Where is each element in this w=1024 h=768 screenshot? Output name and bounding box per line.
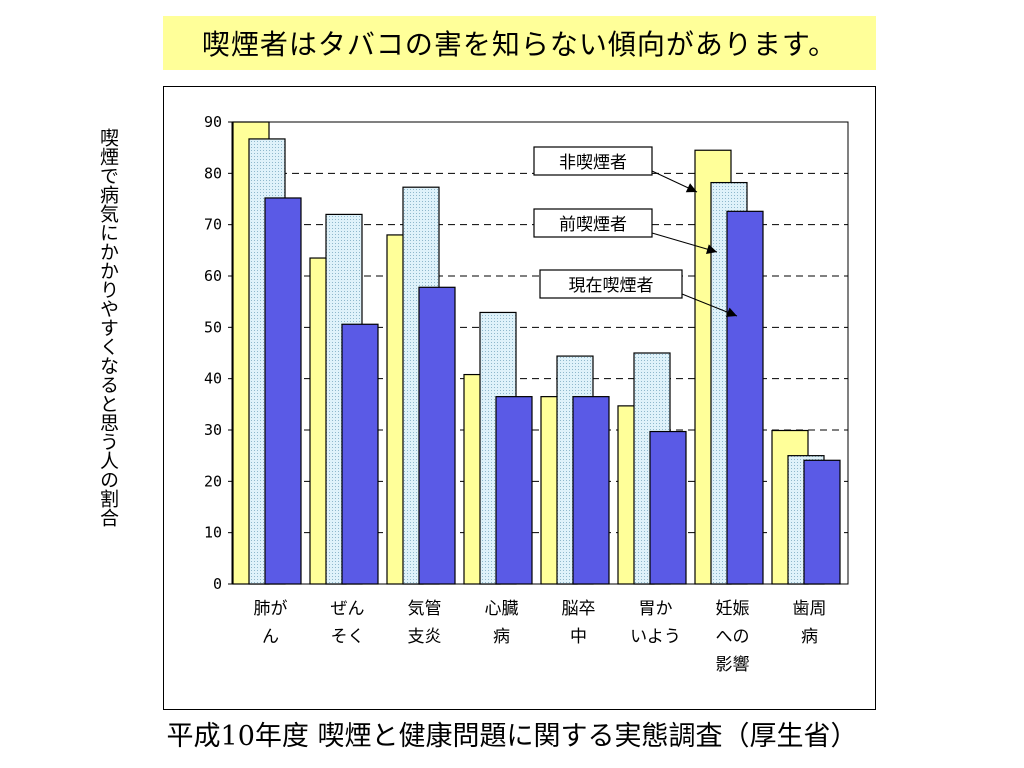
legend-box (539, 269, 683, 299)
x-category-label: ん (262, 627, 279, 647)
x-category-label: 妊娠 (716, 599, 750, 619)
x-category-label: 中 (570, 627, 587, 647)
y-axis-label: 喫煙で病気にかかりやすくなると思う人の割合 (97, 128, 119, 527)
legend-label: 非喫煙者 (559, 153, 627, 173)
x-category-label: への (716, 627, 750, 647)
bar-current-smoker (803, 459, 841, 585)
y-tick-label: 80 (204, 164, 222, 182)
legend-label: 現在喫煙者 (569, 276, 654, 296)
y-tick-label: 70 (204, 216, 222, 234)
y-tick-label: 40 (204, 370, 222, 388)
y-tick-label: 20 (204, 472, 222, 490)
chart-frame: 0 10 20 30 40 50 60 70 80 90 肺がん ぜんそく 気管支炎 心臓病 脳卒中 胃かいよ… (163, 86, 876, 710)
y-tick-label: 60 (204, 267, 222, 285)
x-category-label: 病 (801, 627, 818, 647)
y-tick-label: 10 (204, 524, 222, 542)
x-category-label: 気管 (408, 599, 442, 619)
bar-current-smoker (264, 197, 302, 585)
x-category-label: いよう (630, 627, 681, 647)
bar-current-smoker (418, 286, 456, 585)
bar-current-smoker (726, 210, 764, 585)
legend-box (533, 208, 653, 238)
plot-area (231, 121, 849, 585)
x-category-label: 肺が (254, 599, 288, 619)
legend-arrowhead (685, 183, 697, 193)
x-category-label: そく (331, 627, 365, 647)
x-category-label: 病 (493, 627, 510, 647)
legend-label: 前喫煙者 (559, 215, 627, 235)
bar-current-smoker (649, 430, 687, 585)
x-category-label: 影響 (716, 655, 750, 675)
x-category-label: 胃か (639, 599, 673, 619)
source-caption: 平成10年度 喫煙と健康問題に関する実態調査（厚生省） (166, 721, 858, 752)
legend-arrowhead (725, 307, 737, 317)
y-tick-label: 30 (204, 421, 222, 439)
x-category-label: 支炎 (408, 627, 442, 647)
x-category-label: 脳卒 (562, 599, 596, 619)
y-tick-label: 0 (213, 575, 222, 593)
legend-box (533, 146, 653, 176)
y-tick-label: 50 (204, 318, 222, 336)
legend-arrowhead (705, 244, 717, 254)
bar-current-smoker (572, 396, 610, 585)
chart-title: 喫煙者はタバコの害を知らない傾向があります。 (163, 16, 876, 70)
x-category-label: ぜん (331, 599, 365, 619)
legend-leader-line (651, 232, 718, 253)
x-category-label: 心臓 (485, 599, 519, 619)
y-tick-label: 90 (204, 113, 222, 131)
bar-current-smoker (495, 396, 533, 585)
x-category-label: 歯周 (793, 599, 827, 619)
bar-current-smoker (341, 323, 379, 585)
